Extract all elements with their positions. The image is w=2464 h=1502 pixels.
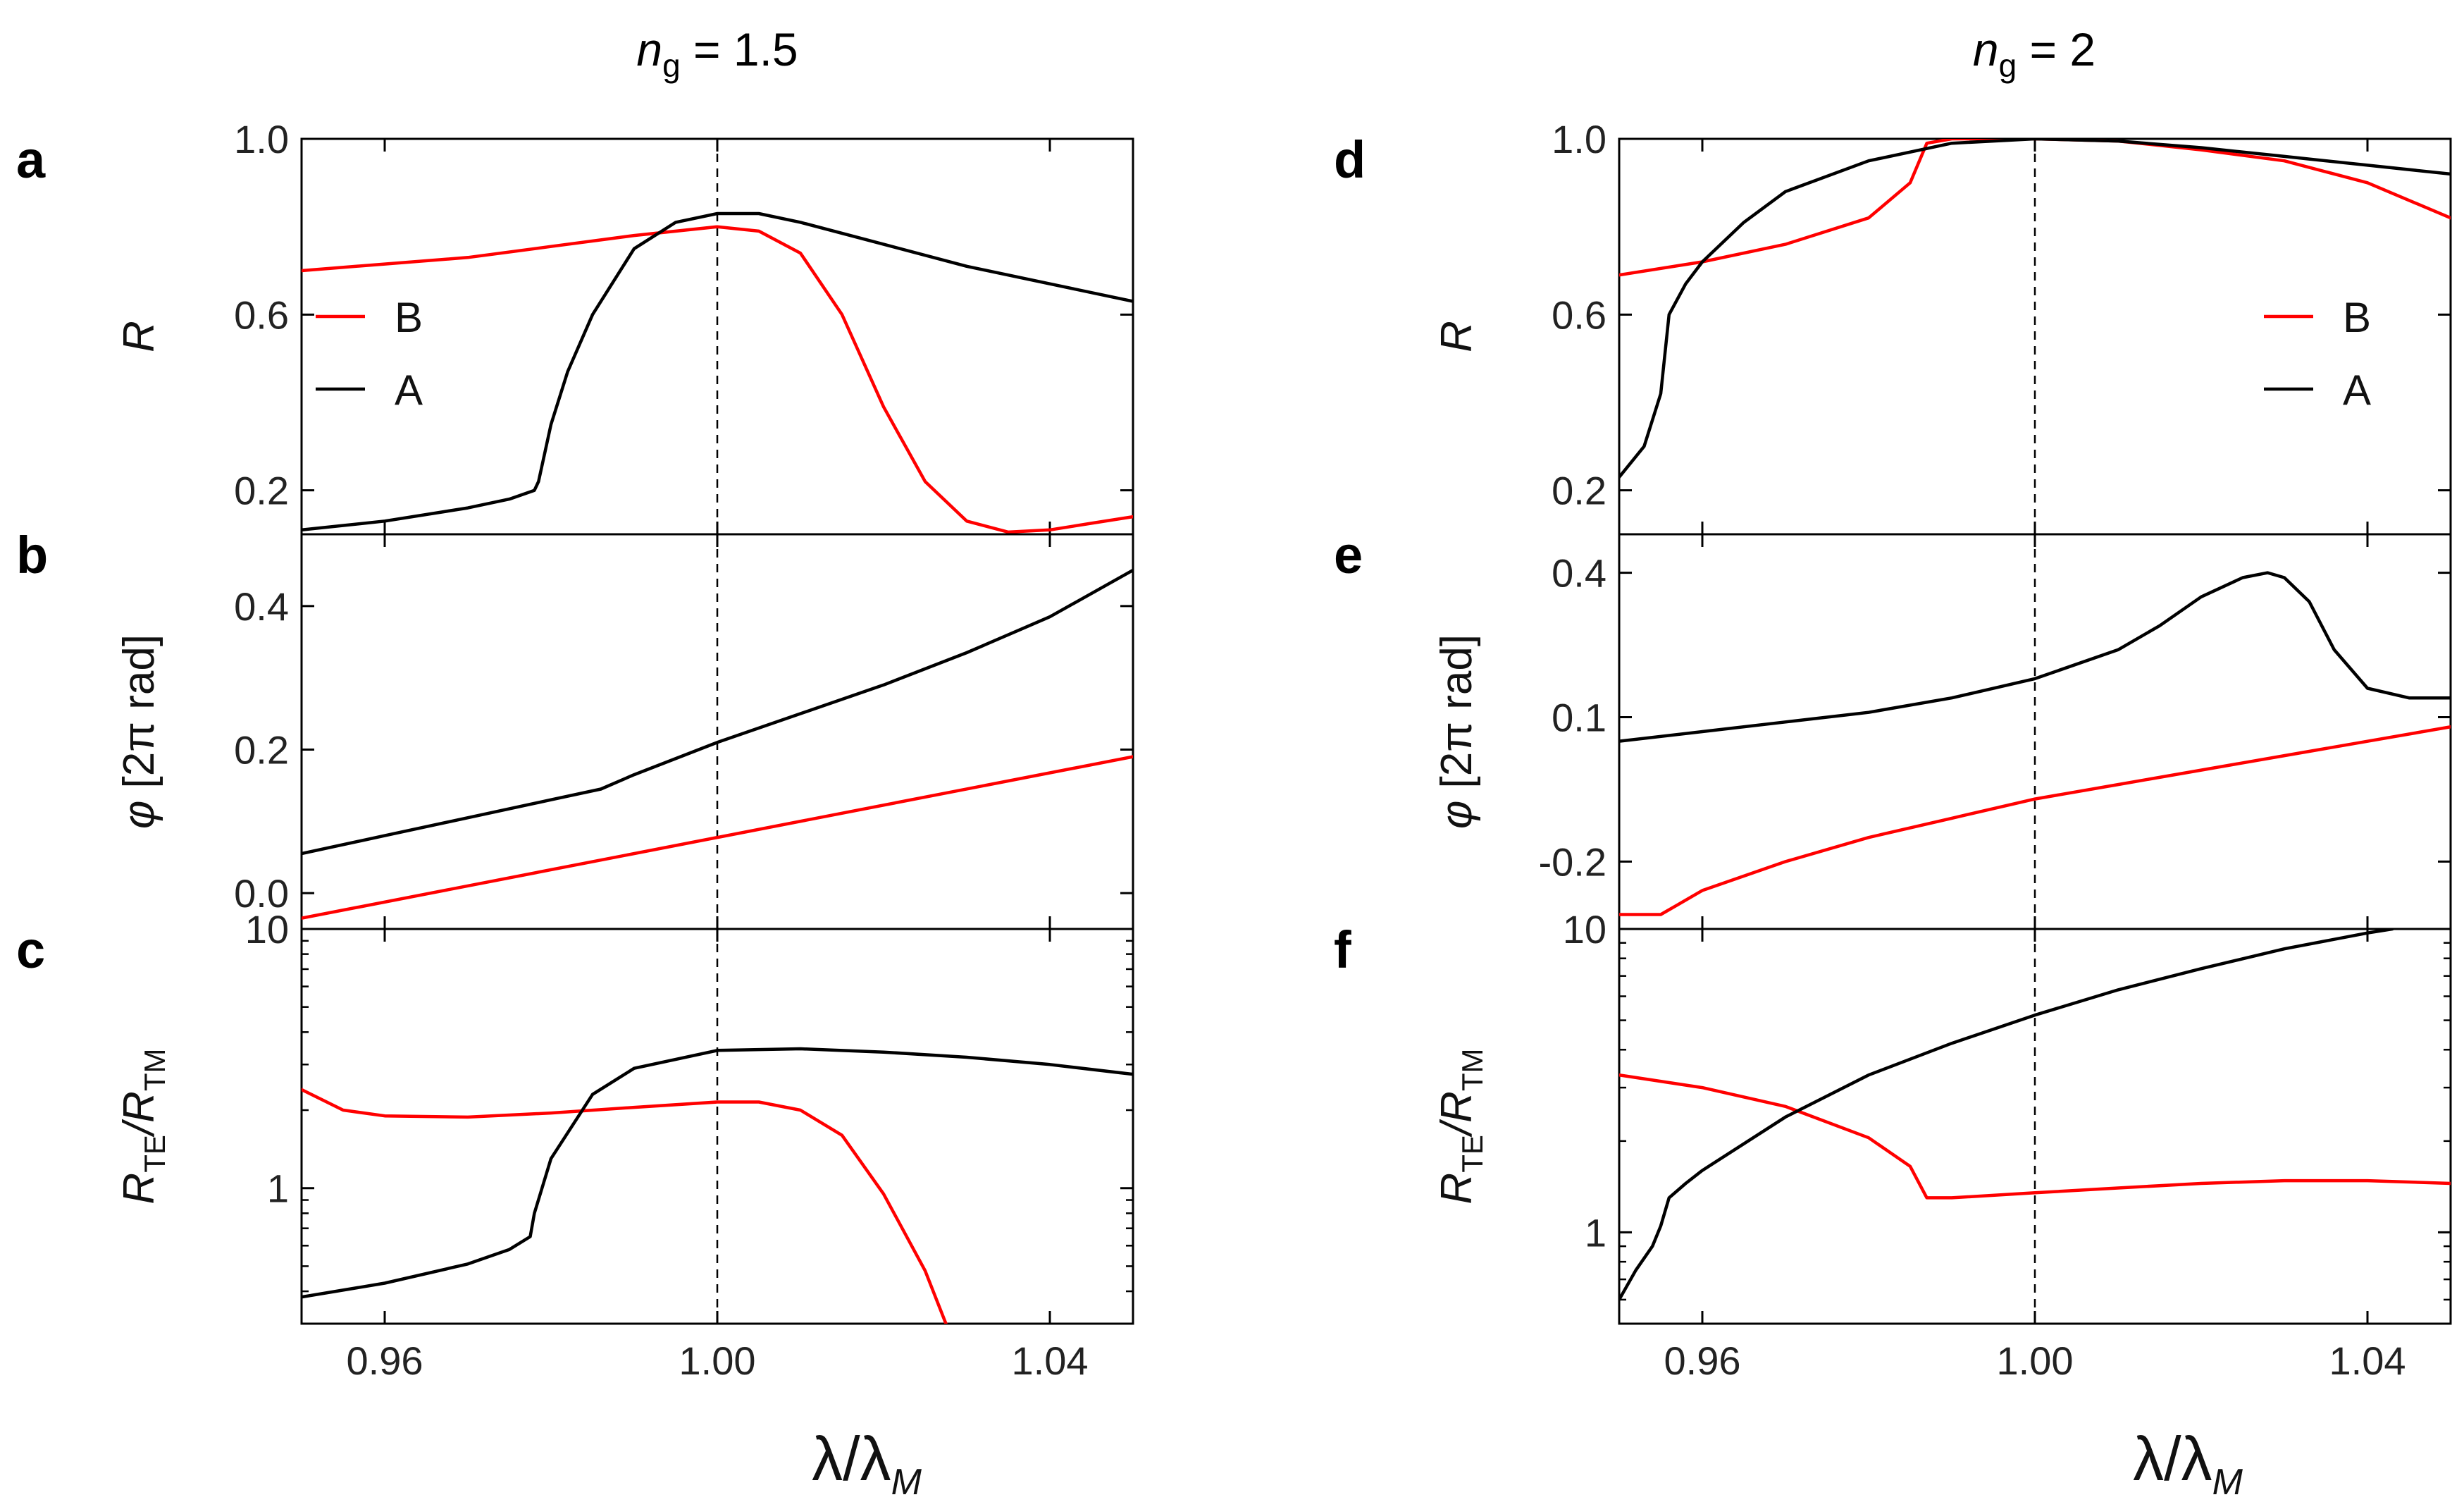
x-tick-label: 0.96 (1664, 1338, 1741, 1383)
series-line-A (302, 568, 1133, 856)
y-tick-label: 0.1 (1552, 696, 1606, 740)
legend-label-B: B (2343, 294, 2371, 341)
series-group (1619, 571, 2451, 916)
x-tick-label: 0.96 (347, 1338, 423, 1383)
y-axis-title-part: TE (1456, 1135, 1489, 1173)
y-axis-title-part: /R (115, 1091, 163, 1138)
panel-letter-d: d (1334, 130, 1366, 189)
panel-b: 0.0 0.2 0.4 b φ [2π rad] (16, 526, 1134, 930)
series-line-B (302, 755, 1133, 920)
series-group (1619, 929, 2451, 1302)
y-axis-title-part: [2π rad] (1432, 634, 1481, 801)
y-axis-title: R (1432, 321, 1481, 352)
x-axis-title-right: λ/λM (2133, 1424, 2243, 1502)
panel-letter-a: a (16, 130, 46, 189)
y-axis-title: φ [2π rad] (1432, 634, 1481, 829)
series-line-A (1619, 571, 2451, 743)
column-title-left: ng = 1.5 (636, 23, 798, 84)
y-tick-label: 0.2 (234, 727, 289, 772)
panel-e: -0.2 0.1 0.4 e φ [2π rad] (1334, 526, 2452, 930)
y-axis-title-part: [2π rad] (115, 634, 163, 801)
series-group (302, 1047, 1133, 1324)
y-axis-title-part: R (115, 1173, 163, 1205)
y-axis-title: RTE/RTM (115, 1048, 171, 1204)
legend-label-A: A (2343, 367, 2371, 414)
series-line-B (1619, 725, 2451, 916)
y-tick-label: 0.4 (1552, 551, 1606, 596)
series-line-B (1619, 1073, 2451, 1200)
y-tick-label: 0.4 (234, 584, 289, 629)
y-tick-label: 10 (1563, 907, 1606, 952)
y-axis-title-part: /R (1432, 1091, 1481, 1138)
panel-letter-e: e (1334, 526, 1363, 584)
series-line-A (1619, 929, 2394, 1302)
x-tick-label: 1.00 (1997, 1338, 2074, 1383)
series-line-B (302, 225, 1133, 534)
series-group (302, 211, 1133, 534)
series-line-B (1619, 139, 2451, 277)
x-tick-label: 1.04 (1012, 1338, 1089, 1383)
y-tick-label: 1.0 (1552, 117, 1606, 161)
x-tick-label: 1.04 (2329, 1338, 2406, 1383)
panel-c: 0.96 1.00 1.04 1 10 c RTE/RTM (16, 907, 1134, 1383)
y-axis-title-part: TM (1456, 1048, 1489, 1091)
y-axis-title: φ [2π rad] (115, 634, 163, 829)
y-tick-label: 1.0 (234, 117, 289, 161)
panel-letter-b: b (16, 526, 48, 584)
y-axis-title-part: R (115, 321, 163, 352)
y-axis-title-part: φ (115, 801, 163, 829)
panel-f: 0.96 1.00 1.04 1 10 f RTE/RTM (1334, 907, 2452, 1383)
series-line-A (302, 1047, 1133, 1299)
panel-letter-c: c (16, 921, 45, 979)
y-tick-label: 0.2 (1552, 469, 1606, 513)
y-tick-label: 0.0 (234, 871, 289, 916)
y-tick-label: 10 (245, 907, 289, 952)
x-axis-titles: λ/λM λ/λM (812, 1424, 2243, 1502)
y-axis-title-part: R (1432, 321, 1481, 352)
y-tick-label: -0.2 (1539, 839, 1607, 884)
legend-label-B: B (395, 294, 423, 341)
series-group (302, 568, 1133, 920)
y-axis-title-part: TM (138, 1048, 171, 1091)
y-axis-title-part: TE (138, 1135, 171, 1173)
y-tick-label: 1 (1585, 1210, 1606, 1255)
series-line-B (302, 1088, 948, 1324)
x-axis-title-left: λ/λM (812, 1424, 922, 1502)
y-axis-title-part: R (1432, 1173, 1481, 1205)
y-tick-label: 1 (267, 1166, 289, 1211)
series-group (1619, 139, 2451, 479)
x-tick-label: 1.00 (679, 1338, 756, 1383)
y-axis-title-part: φ (1432, 801, 1481, 829)
y-axis-title: RTE/RTM (1432, 1048, 1489, 1204)
panel-letter-f: f (1334, 921, 1351, 979)
panels: 0.20.61.0aR BA0.00.20.4bφ [2π rad]0.96 1.0… (16, 117, 2452, 1383)
y-tick-label: 0.6 (1552, 293, 1606, 337)
series-line-A (1619, 139, 2451, 479)
panel-a: 0.2 0.6 1.0 a R BA (16, 117, 1134, 536)
y-tick-label: 0.2 (234, 469, 289, 513)
series-line-A (302, 211, 1133, 532)
y-axis-title: R (115, 321, 163, 352)
column-title-right: ng = 2 (1973, 23, 2095, 84)
y-tick-label: 0.6 (234, 293, 289, 337)
column-titles: ng = 1.5 ng = 2 (636, 23, 2095, 84)
panel-d: 0.2 0.6 1.0 d R BA (1334, 117, 2452, 536)
legend-label-A: A (395, 367, 423, 414)
